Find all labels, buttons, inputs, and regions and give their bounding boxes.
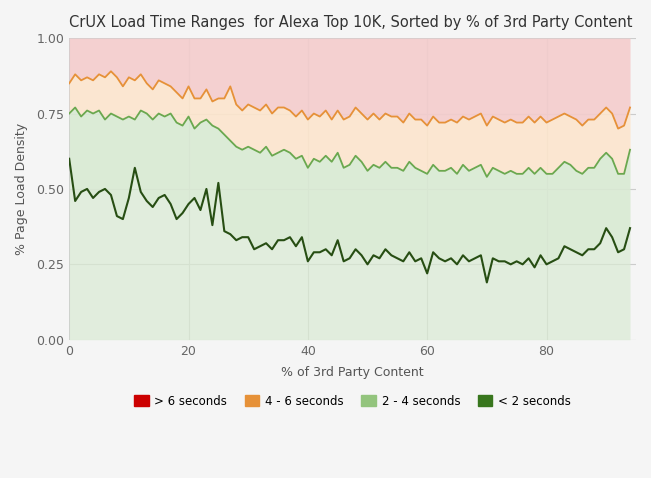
Text: CrUX Load Time Ranges  for Alexa Top 10K, Sorted by % of 3rd Party Content: CrUX Load Time Ranges for Alexa Top 10K,… — [69, 15, 633, 30]
X-axis label: % of 3rd Party Content: % of 3rd Party Content — [281, 366, 424, 379]
Legend: > 6 seconds, 4 - 6 seconds, 2 - 4 seconds, < 2 seconds: > 6 seconds, 4 - 6 seconds, 2 - 4 second… — [130, 390, 575, 412]
Y-axis label: % Page Load Density: % Page Load Density — [15, 123, 28, 255]
